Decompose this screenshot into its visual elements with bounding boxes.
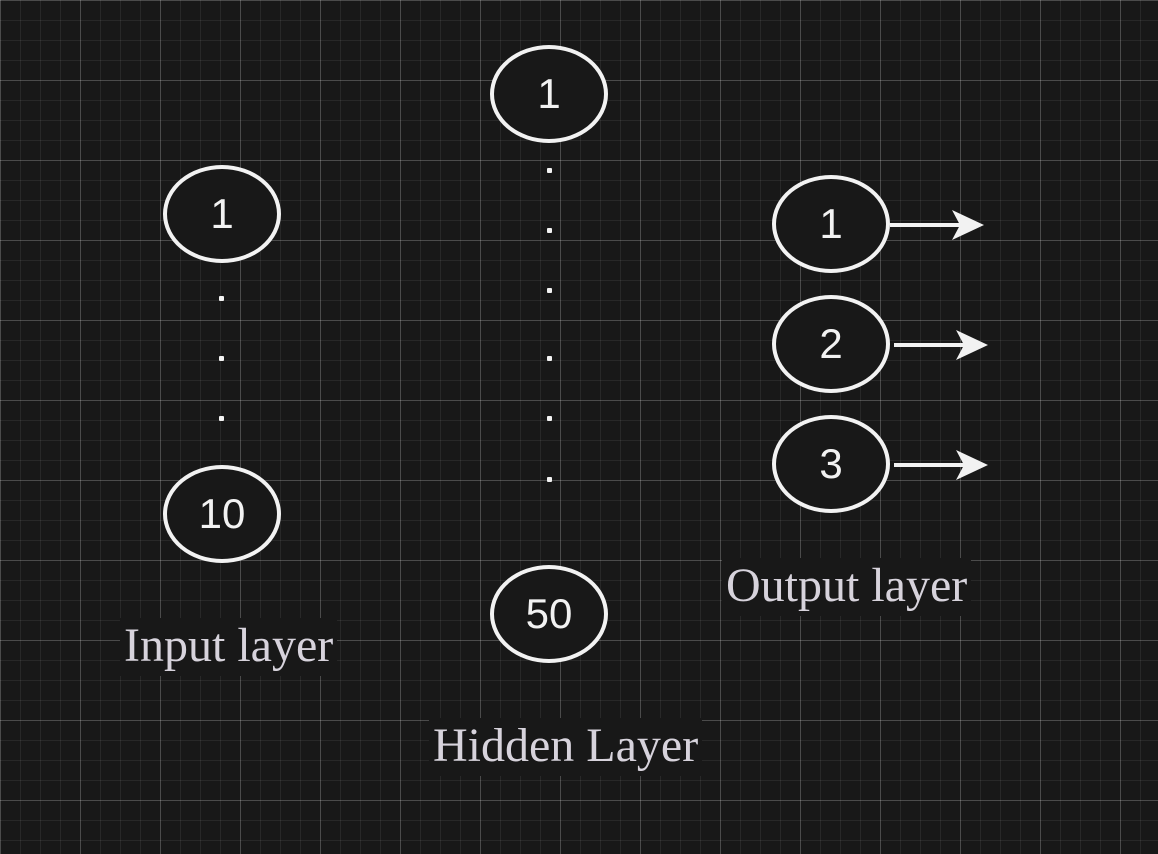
hidden-ellipsis-dot [547,228,552,233]
output-node: 3 [772,415,890,513]
hidden-ellipsis-dot [547,477,552,482]
hidden-ellipsis-dot [547,356,552,361]
output-node-label: 1 [819,200,843,247]
output-layer-label: Output layer [722,558,972,616]
output-node-label: 3 [819,440,843,487]
output-arrow-icon [890,210,984,240]
hidden-node-first-label: 1 [537,70,561,117]
input-node-last: 10 [163,465,281,563]
input-ellipsis-dot [219,356,224,361]
hidden-ellipsis-dot [547,288,552,293]
hidden-node-last-label: 50 [525,590,573,637]
hidden-node-last: 50 [490,565,608,663]
input-node-first: 1 [163,165,281,263]
output-node-label: 2 [819,320,843,367]
input-ellipsis-dot [219,296,224,301]
hidden-node-first: 1 [490,45,608,143]
output-arrow-icon [894,330,988,360]
input-node-last-label: 10 [198,490,246,537]
hidden-ellipsis-dot [547,416,552,421]
output-arrow-icon [894,450,988,480]
input-node-first-label: 1 [210,190,234,237]
output-node: 2 [772,295,890,393]
output-node: 1 [772,175,890,273]
input-layer-label: Input layer [120,618,338,676]
hidden-ellipsis-dot [547,168,552,173]
hidden-layer-label: Hidden Layer [429,718,703,776]
input-ellipsis-dot [219,416,224,421]
